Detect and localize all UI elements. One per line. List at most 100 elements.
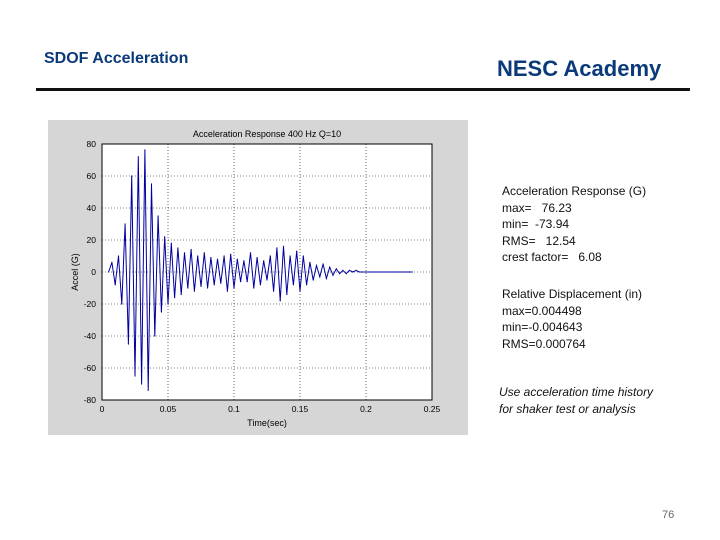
series-point xyxy=(296,250,298,252)
series-point xyxy=(289,255,291,257)
series-point xyxy=(395,271,397,273)
series-point xyxy=(144,149,146,151)
series-point xyxy=(286,293,288,295)
chart-title: Acceleration Response 400 Hz Q=10 xyxy=(193,129,341,139)
chart-canvas: 0 0.05 0.1 0.15 0.2 0.25 80 60 40 20 0 -20 -40 -60 -80… xyxy=(70,129,441,428)
series-point xyxy=(385,271,387,273)
series-point xyxy=(240,281,242,283)
series-point xyxy=(332,274,334,276)
acceleration-chart: 0 0.05 0.1 0.15 0.2 0.25 80 60 40 20 0 -20 -40 -60 -80… xyxy=(48,120,468,435)
x-tick-label: 0.25 xyxy=(424,404,441,414)
series-point xyxy=(405,271,407,273)
usage-note: Use acceleration time history for shaker… xyxy=(499,384,653,418)
series-point xyxy=(167,303,169,305)
series-point xyxy=(246,281,248,283)
series-point xyxy=(243,260,245,262)
series-point xyxy=(365,271,367,273)
series-point xyxy=(177,247,179,249)
usage-note-line-1: Use acceleration time history xyxy=(499,385,654,399)
y-tick-label: -80 xyxy=(84,395,97,405)
series-point xyxy=(180,293,182,295)
series-point xyxy=(302,255,304,257)
header-divider xyxy=(36,88,690,91)
series-point xyxy=(273,290,275,292)
series-point xyxy=(210,257,212,259)
series-point xyxy=(190,249,192,251)
series-point xyxy=(187,287,189,289)
y-tick-label: 80 xyxy=(87,139,97,149)
series-point xyxy=(362,271,364,273)
displacement-stat-max: max=0.004498 xyxy=(502,303,582,318)
y-tick-label: -20 xyxy=(84,299,97,309)
displacement-stat-rms: RMS=0.000764 xyxy=(502,336,586,351)
acceleration-stats-heading: Acceleration Response (G) xyxy=(502,184,647,198)
x-tick-label: 0.15 xyxy=(292,404,309,414)
y-tick-label: -40 xyxy=(84,331,97,341)
series-point xyxy=(279,300,281,302)
series-point xyxy=(263,260,265,262)
series-point xyxy=(108,271,110,273)
series-point xyxy=(345,273,347,275)
series-point xyxy=(312,279,314,281)
series-point xyxy=(220,282,222,284)
displacement-stats-heading: Relative Displacement (in) xyxy=(502,287,643,301)
series-point xyxy=(315,265,318,267)
series-point xyxy=(249,252,252,254)
series-point xyxy=(408,271,410,273)
x-tick-label: 0.1 xyxy=(228,404,240,414)
series-point xyxy=(236,258,238,260)
series-point xyxy=(325,277,327,279)
series-point xyxy=(111,261,113,263)
series-point xyxy=(121,303,123,305)
x-tick-label: 0.05 xyxy=(160,404,177,414)
series-point xyxy=(319,276,321,278)
series-point xyxy=(355,269,357,271)
series-point xyxy=(226,290,228,292)
series-point xyxy=(141,383,143,385)
series-point xyxy=(124,223,126,225)
displacement-stats: Relative Displacement (in) max=0.004498 … xyxy=(502,286,642,352)
series-point xyxy=(309,261,311,263)
series-point xyxy=(197,255,199,257)
series-point xyxy=(322,263,324,265)
series-point xyxy=(339,273,341,275)
series-point xyxy=(127,343,129,345)
academy-title: NESC Academy xyxy=(497,56,662,81)
series-point xyxy=(150,183,153,185)
series-point xyxy=(378,271,380,273)
series-point xyxy=(207,287,209,289)
series-point xyxy=(230,253,232,255)
series-point xyxy=(213,284,215,286)
y-tick-label: 20 xyxy=(87,235,97,245)
series-point xyxy=(154,335,156,337)
series-point xyxy=(266,279,268,281)
page-number: 76 xyxy=(662,509,675,521)
x-tick-label: 0.2 xyxy=(360,404,372,414)
series-point xyxy=(411,271,413,273)
series-point xyxy=(193,290,195,292)
x-tick-label: 0 xyxy=(100,404,105,414)
series-point xyxy=(223,255,225,257)
series-point xyxy=(134,375,136,377)
y-tick-label: 60 xyxy=(87,171,97,181)
usage-note-line-2: for shaker test or analysis xyxy=(499,402,636,416)
series-point xyxy=(329,266,331,268)
series-point xyxy=(299,290,301,292)
series-point xyxy=(358,271,360,273)
series-point xyxy=(401,271,403,273)
series-point xyxy=(216,258,219,260)
series-point xyxy=(114,284,116,286)
series-point xyxy=(348,269,351,271)
series-point xyxy=(259,284,261,286)
series-point xyxy=(256,257,258,259)
series-point xyxy=(200,285,202,287)
series-point xyxy=(335,268,337,270)
section-title: SDOF Acceleration xyxy=(44,50,189,67)
series-point xyxy=(131,175,133,177)
series-point xyxy=(368,271,370,273)
series-points xyxy=(108,149,413,391)
acceleration-stats: Acceleration Response (G) max= 76.23 min… xyxy=(502,183,646,266)
series-point xyxy=(203,252,205,254)
x-axis-label: Time(sec) xyxy=(247,418,287,428)
series-point xyxy=(398,271,400,273)
